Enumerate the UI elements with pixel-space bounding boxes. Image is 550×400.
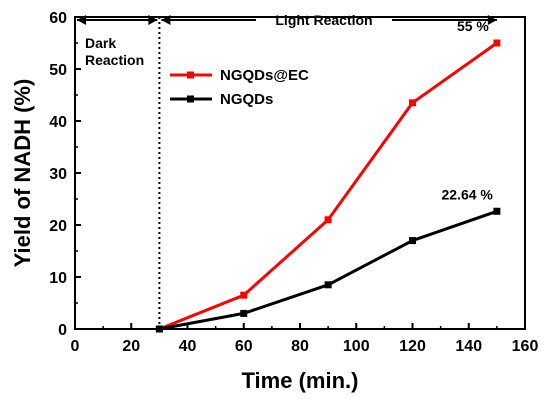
data-point	[155, 325, 163, 333]
data-point	[324, 216, 332, 224]
arrow-head-left	[77, 15, 86, 25]
x-axis-title: Time (min.)	[242, 368, 359, 393]
end-label-ngqds: 22.64 %	[442, 186, 494, 202]
arrow-head-right	[487, 15, 497, 25]
data-point	[409, 237, 416, 245]
y-tick-label: 30	[49, 166, 67, 183]
x-tick-label: 40	[179, 338, 197, 355]
y-tick-label: 50	[49, 62, 67, 79]
legend: NGQDs@EC NGQDs	[170, 67, 309, 108]
arrow-head-left	[161, 15, 171, 25]
x-tick-label: 20	[122, 338, 140, 355]
series-line-ngqds	[159, 209, 498, 331]
data-point	[324, 281, 332, 289]
dark-reaction-label-line1: Dark	[85, 35, 116, 51]
x-tick-label: 80	[291, 338, 309, 355]
end-label-ngqds-ec: 55 %	[457, 18, 489, 34]
y-axis-title: Yield of NADH (%)	[10, 79, 35, 268]
series-layer	[155, 39, 501, 333]
y-tick-label: 10	[49, 270, 67, 287]
light-reaction-label: Light Reaction	[275, 12, 372, 28]
y-tick-label: 60	[49, 10, 67, 27]
data-point	[493, 207, 501, 215]
legend-marker-ngqds	[187, 95, 194, 103]
tick-labels: 0 20 40 60 80 100 120 140 160 0 10 20 30 40 50 60	[49, 10, 538, 355]
x-tick-label: 60	[235, 338, 253, 355]
data-point	[240, 309, 248, 317]
dark-reaction-label-line2: Reaction	[85, 52, 144, 68]
data-point	[493, 39, 501, 47]
x-tick-label: 160	[512, 338, 539, 355]
x-tick-label: 100	[343, 338, 370, 355]
legend-label-ngqds: NGQDs	[220, 91, 273, 108]
data-point	[409, 99, 416, 107]
reaction-arrows	[77, 15, 497, 25]
y-tick-label: 20	[49, 218, 67, 235]
data-point	[240, 291, 248, 299]
x-tick-label: 140	[455, 338, 482, 355]
x-tick-label: 120	[399, 338, 426, 355]
legend-marker-ngqds-ec	[187, 71, 194, 79]
y-tick-label: 0	[58, 322, 67, 339]
x-tick-label: 0	[71, 338, 80, 355]
y-tick-label: 40	[49, 114, 67, 131]
legend-label-ngqds-ec: NGQDs@EC	[220, 67, 309, 84]
arrow-head-right	[148, 15, 158, 25]
